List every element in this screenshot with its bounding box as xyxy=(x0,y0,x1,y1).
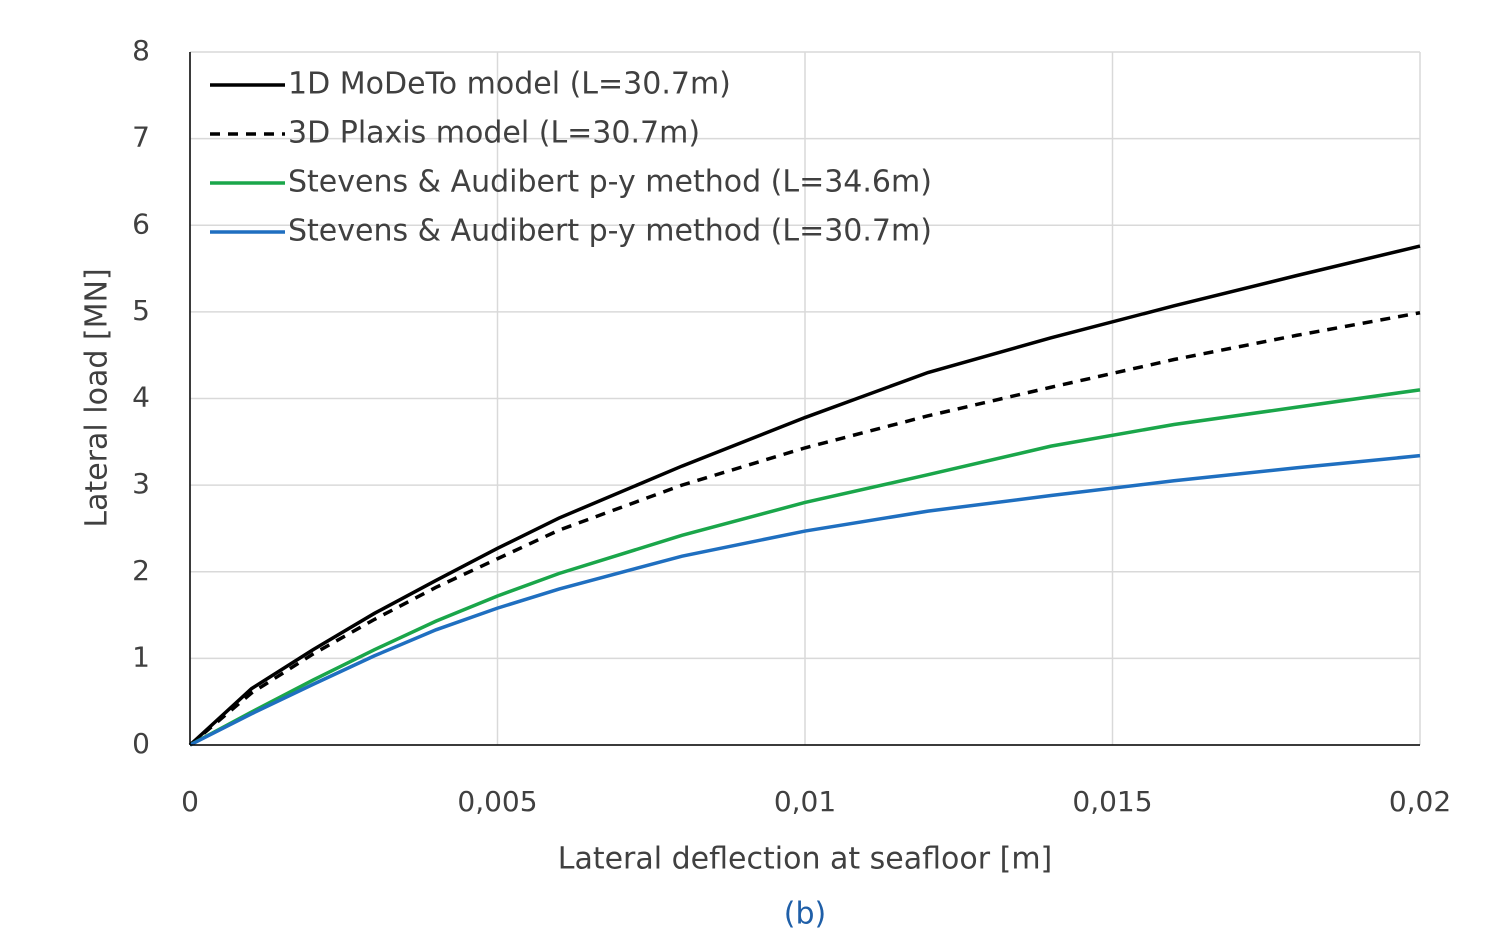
y-axis-title: Lateral load [MN] xyxy=(80,268,115,527)
y-tick-label: 1 xyxy=(132,640,150,673)
grid xyxy=(189,51,1421,746)
series-line xyxy=(189,453,1421,747)
x-tick-label: 0,02 xyxy=(1389,785,1451,818)
x-tick-label: 0,015 xyxy=(1072,785,1152,818)
caption: (b) xyxy=(784,897,826,932)
legend-label: Stevens & Audibert p-y method (L=30.7m) xyxy=(288,214,932,249)
y-tick-label: 4 xyxy=(132,381,150,414)
y-tick-label: 2 xyxy=(132,554,150,587)
y-tick-label: 7 xyxy=(132,121,150,154)
y-tick-label: 5 xyxy=(132,294,150,327)
legend-label: 3D Plaxis model (L=30.7m) xyxy=(288,116,700,151)
x-tick-label: 0 xyxy=(181,785,199,818)
plot xyxy=(188,244,1421,747)
series-line xyxy=(188,311,1421,747)
x-tick-label: 0,01 xyxy=(774,785,836,818)
series-line xyxy=(189,388,1421,747)
legend-label: Stevens & Audibert p-y method (L=34.6m) xyxy=(288,165,932,200)
legend-label: 1D MoDeTo model (L=30.7m) xyxy=(288,67,731,102)
series-line xyxy=(188,244,1421,747)
y-tick-label: 0 xyxy=(132,727,150,760)
y-tick-label: 8 xyxy=(132,34,150,67)
y-tick-label: 6 xyxy=(132,207,150,240)
x-axis-title: Lateral deflection at seafloor [m] xyxy=(558,842,1053,877)
y-tick-label: 3 xyxy=(132,467,150,500)
x-tick-label: 0,005 xyxy=(457,785,537,818)
